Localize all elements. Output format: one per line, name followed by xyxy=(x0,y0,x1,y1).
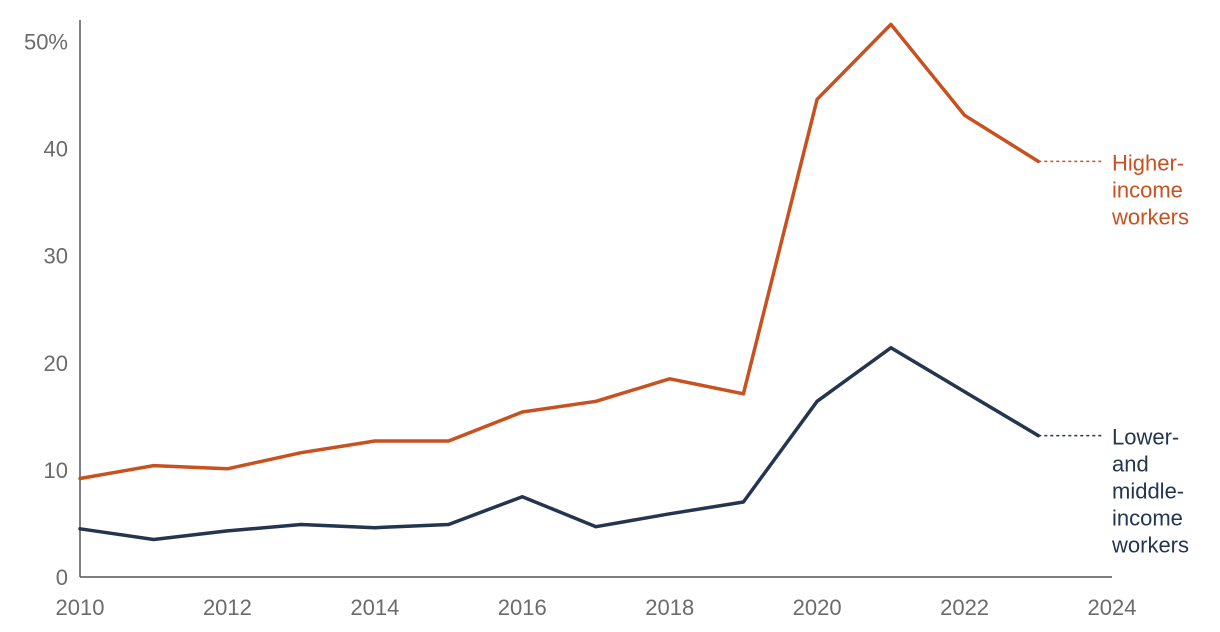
series-line-0 xyxy=(78,22,1041,481)
y-tick-label: 20 xyxy=(44,351,68,376)
series-group xyxy=(78,22,1041,542)
y-tick-label: 30 xyxy=(44,244,68,269)
series-label-line: workers xyxy=(1111,533,1189,558)
series-line-1 xyxy=(78,346,1041,542)
x-tick-label: 2024 xyxy=(1088,595,1137,620)
y-tick-label: 10 xyxy=(44,458,68,483)
y-tick-label: 40 xyxy=(44,137,68,162)
x-tick-label: 2018 xyxy=(645,595,694,620)
x-tick-label: 2012 xyxy=(203,595,252,620)
series-label-line: income xyxy=(1112,177,1183,202)
series-label-line: income xyxy=(1112,506,1183,531)
series-label-0: Higher-income workers xyxy=(1111,150,1189,229)
series-label-line: and xyxy=(1112,452,1149,477)
series-label-line: Lower- xyxy=(1112,425,1179,450)
y-tick-label: 0 xyxy=(56,565,68,590)
y-tick-label: 50% xyxy=(24,29,68,54)
x-tick-label: 2020 xyxy=(793,595,842,620)
x-axis-ticks: 2010 2012 2014 2016 2018 2020 2022 2024 xyxy=(56,595,1137,620)
x-tick-label: 2016 xyxy=(498,595,547,620)
series-label-1: Lower-and middle-income workers xyxy=(1111,425,1189,558)
x-tick-label: 2014 xyxy=(350,595,399,620)
series-label-line: workers xyxy=(1111,204,1189,229)
y-axis-ticks: 0 10 20 30 40 50% xyxy=(24,29,68,590)
x-tick-label: 2022 xyxy=(940,595,989,620)
series-label-line: middle- xyxy=(1112,479,1184,504)
axes xyxy=(79,20,1112,578)
series-label-line: Higher- xyxy=(1112,150,1184,175)
x-tick-label: 2010 xyxy=(56,595,105,620)
